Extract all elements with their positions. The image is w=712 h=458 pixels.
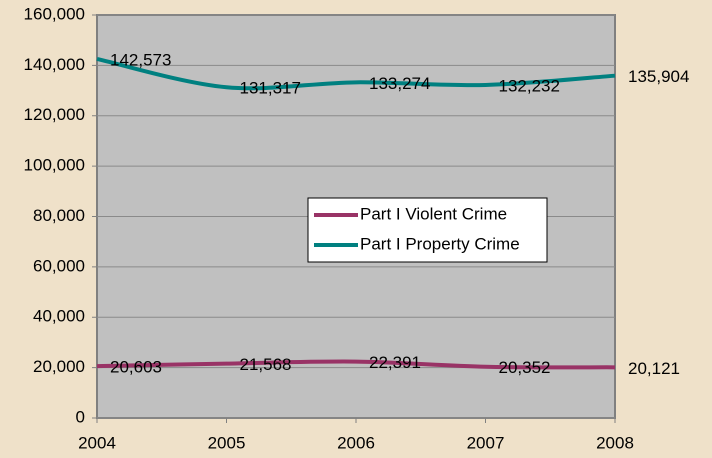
legend-label: Part I Violent Crime [360, 204, 507, 223]
y-tick-label: 160,000 [24, 4, 85, 23]
y-tick-label: 20,000 [33, 357, 85, 376]
data-label: 22,391 [369, 353, 421, 372]
x-tick-label: 2006 [337, 433, 375, 452]
data-label: 20,603 [110, 358, 162, 377]
data-label: 131,317 [240, 79, 301, 98]
x-tick-label: 2008 [596, 433, 634, 452]
data-label: 142,573 [110, 50, 171, 69]
series-line [96, 56, 616, 91]
data-label: 21,568 [240, 355, 292, 374]
legend-box [307, 197, 548, 263]
x-tick-label: 2004 [78, 433, 116, 452]
y-tick-label: 40,000 [33, 307, 85, 326]
data-label: 133,274 [369, 74, 430, 93]
data-label: 20,352 [499, 358, 551, 377]
data-label: 135,904 [628, 67, 689, 86]
y-tick-label: 140,000 [24, 55, 85, 74]
y-tick-label: 80,000 [33, 206, 85, 225]
y-tick-label: 120,000 [24, 105, 85, 124]
x-tick-label: 2007 [467, 433, 505, 452]
x-tick-label: 2005 [208, 433, 246, 452]
y-tick-label: 0 [76, 407, 85, 426]
data-label: 20,121 [628, 359, 680, 378]
y-tick-label: 100,000 [24, 156, 85, 175]
series-line [96, 359, 616, 370]
y-tick-label: 60,000 [33, 256, 85, 275]
legend-label: Part I Property Crime [360, 234, 520, 253]
data-label: 132,232 [499, 76, 560, 95]
